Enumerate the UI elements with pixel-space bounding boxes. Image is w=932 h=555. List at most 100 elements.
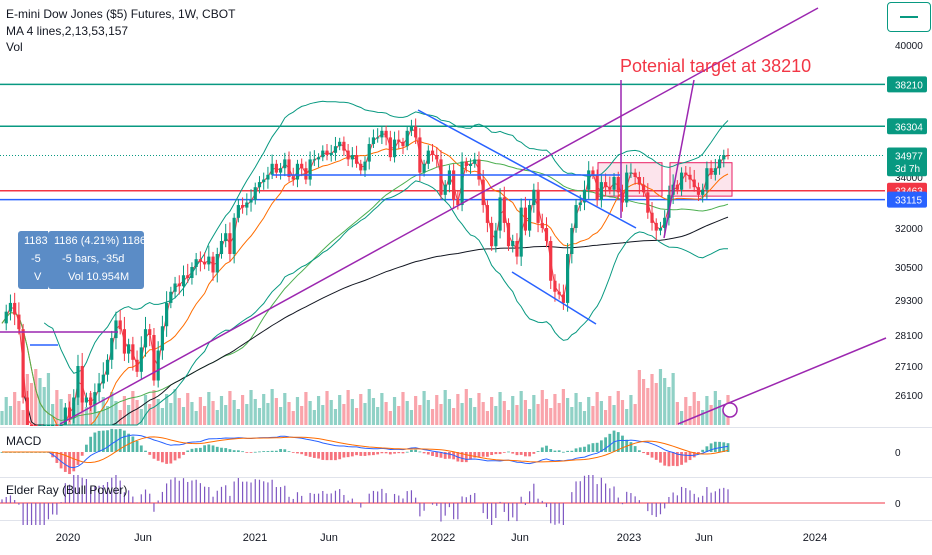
price-tag-label[interactable]: 36304: [895, 122, 923, 133]
candle-body[interactable]: [620, 192, 625, 203]
candle-body[interactable]: [198, 259, 202, 262]
candle-body[interactable]: [181, 275, 186, 287]
candle-body[interactable]: [612, 177, 616, 190]
candle-body[interactable]: [300, 163, 304, 169]
candle-body[interactable]: [257, 182, 262, 188]
candle-body[interactable]: [274, 163, 278, 173]
candle-body[interactable]: [278, 168, 283, 173]
candle-body[interactable]: [447, 170, 452, 185]
candle-body[interactable]: [515, 241, 519, 257]
candle-body[interactable]: [59, 425, 63, 426]
candle-body[interactable]: [641, 184, 646, 193]
candle-body[interactable]: [582, 189, 587, 203]
candle-body[interactable]: [675, 184, 679, 190]
band-lower-line[interactable]: [44, 180, 728, 426]
candle-body[interactable]: [684, 172, 688, 175]
candle-body[interactable]: [422, 163, 426, 173]
candle-body[interactable]: [646, 192, 650, 213]
candle-body[interactable]: [443, 184, 447, 195]
candle-body[interactable]: [688, 174, 692, 180]
candle-body[interactable]: [262, 179, 266, 183]
candle-body[interactable]: [557, 291, 561, 295]
candle-body[interactable]: [667, 194, 671, 218]
candle-body[interactable]: [13, 302, 17, 315]
candle-body[interactable]: [566, 254, 570, 303]
candle-body[interactable]: [392, 139, 397, 158]
candle-body[interactable]: [359, 163, 363, 171]
candle-body[interactable]: [42, 425, 46, 426]
candle-body[interactable]: [8, 302, 13, 312]
candle-body[interactable]: [21, 329, 25, 398]
candle-body[interactable]: [312, 159, 316, 161]
candle-body[interactable]: [51, 425, 55, 426]
candle-body[interactable]: [435, 155, 439, 160]
candle-body[interactable]: [160, 326, 164, 351]
range-box-1[interactable]: [597, 162, 663, 197]
band-upper-line[interactable]: [43, 100, 729, 374]
add-symbol-button[interactable]: [887, 2, 931, 32]
candle-body[interactable]: [726, 155, 730, 156]
candle-body[interactable]: [414, 126, 418, 138]
candle-body[interactable]: [544, 228, 549, 241]
candle-body[interactable]: [219, 241, 224, 254]
candle-body[interactable]: [152, 335, 156, 381]
candle-body[interactable]: [325, 150, 329, 155]
candle-body[interactable]: [418, 137, 422, 173]
candle-body[interactable]: [165, 302, 169, 327]
candle-body[interactable]: [55, 425, 59, 426]
candle-body[interactable]: [397, 139, 401, 142]
candle-body[interactable]: [110, 338, 114, 360]
candle-body[interactable]: [190, 267, 194, 278]
candle-body[interactable]: [494, 230, 498, 247]
candle-body[interactable]: [4, 311, 8, 324]
candle-body[interactable]: [253, 187, 257, 200]
candle-body[interactable]: [709, 168, 713, 175]
candle-body[interactable]: [240, 205, 245, 208]
candle-body[interactable]: [118, 320, 122, 330]
candle-body[interactable]: [93, 392, 97, 405]
candle-body[interactable]: [139, 347, 143, 372]
candle-body[interactable]: [329, 152, 333, 155]
volume-indicator-label[interactable]: Vol: [6, 40, 23, 54]
candle-body[interactable]: [549, 241, 553, 281]
candle-body[interactable]: [207, 256, 211, 265]
candle-body[interactable]: [363, 161, 367, 171]
trendline-lower-purple[interactable]: [677, 337, 887, 425]
candle-body[interactable]: [587, 170, 591, 190]
candle-body[interactable]: [532, 189, 536, 206]
candle-body[interactable]: [692, 179, 696, 188]
ma-157-line[interactable]: [22, 216, 729, 426]
ma-53-line[interactable]: [1, 159, 729, 422]
trendline-rising-purple[interactable]: [59, 7, 819, 425]
candle-body[interactable]: [553, 280, 557, 292]
candle-body[interactable]: [722, 155, 726, 160]
candle-body[interactable]: [367, 144, 371, 162]
candle-body[interactable]: [29, 425, 34, 426]
candle-body[interactable]: [270, 163, 274, 175]
candle-body[interactable]: [502, 197, 506, 223]
candle-body[interactable]: [713, 168, 717, 175]
candle-body[interactable]: [350, 155, 354, 160]
candle-body[interactable]: [177, 283, 181, 287]
candle-body[interactable]: [629, 172, 633, 174]
candle-body[interactable]: [473, 159, 477, 164]
candle-body[interactable]: [633, 172, 637, 177]
candle-body[interactable]: [346, 150, 350, 160]
candle-body[interactable]: [498, 197, 502, 231]
candle-body[interactable]: [342, 141, 346, 151]
candle-body[interactable]: [148, 329, 152, 335]
candle-body[interactable]: [371, 137, 376, 144]
macd-signal-line[interactable]: [2, 436, 729, 464]
candle-body[interactable]: [599, 182, 603, 200]
candle-body[interactable]: [452, 170, 456, 200]
price-tag-label[interactable]: 34977: [895, 152, 923, 163]
ma-13-line[interactable]: [1, 140, 729, 426]
candle-body[interactable]: [637, 177, 641, 185]
candle-body[interactable]: [540, 222, 544, 228]
candle-body[interactable]: [663, 217, 667, 228]
candle-body[interactable]: [316, 157, 321, 160]
trendline-channel-bottom[interactable]: [511, 271, 597, 325]
candle-body[interactable]: [616, 177, 620, 193]
candle-body[interactable]: [464, 161, 468, 166]
